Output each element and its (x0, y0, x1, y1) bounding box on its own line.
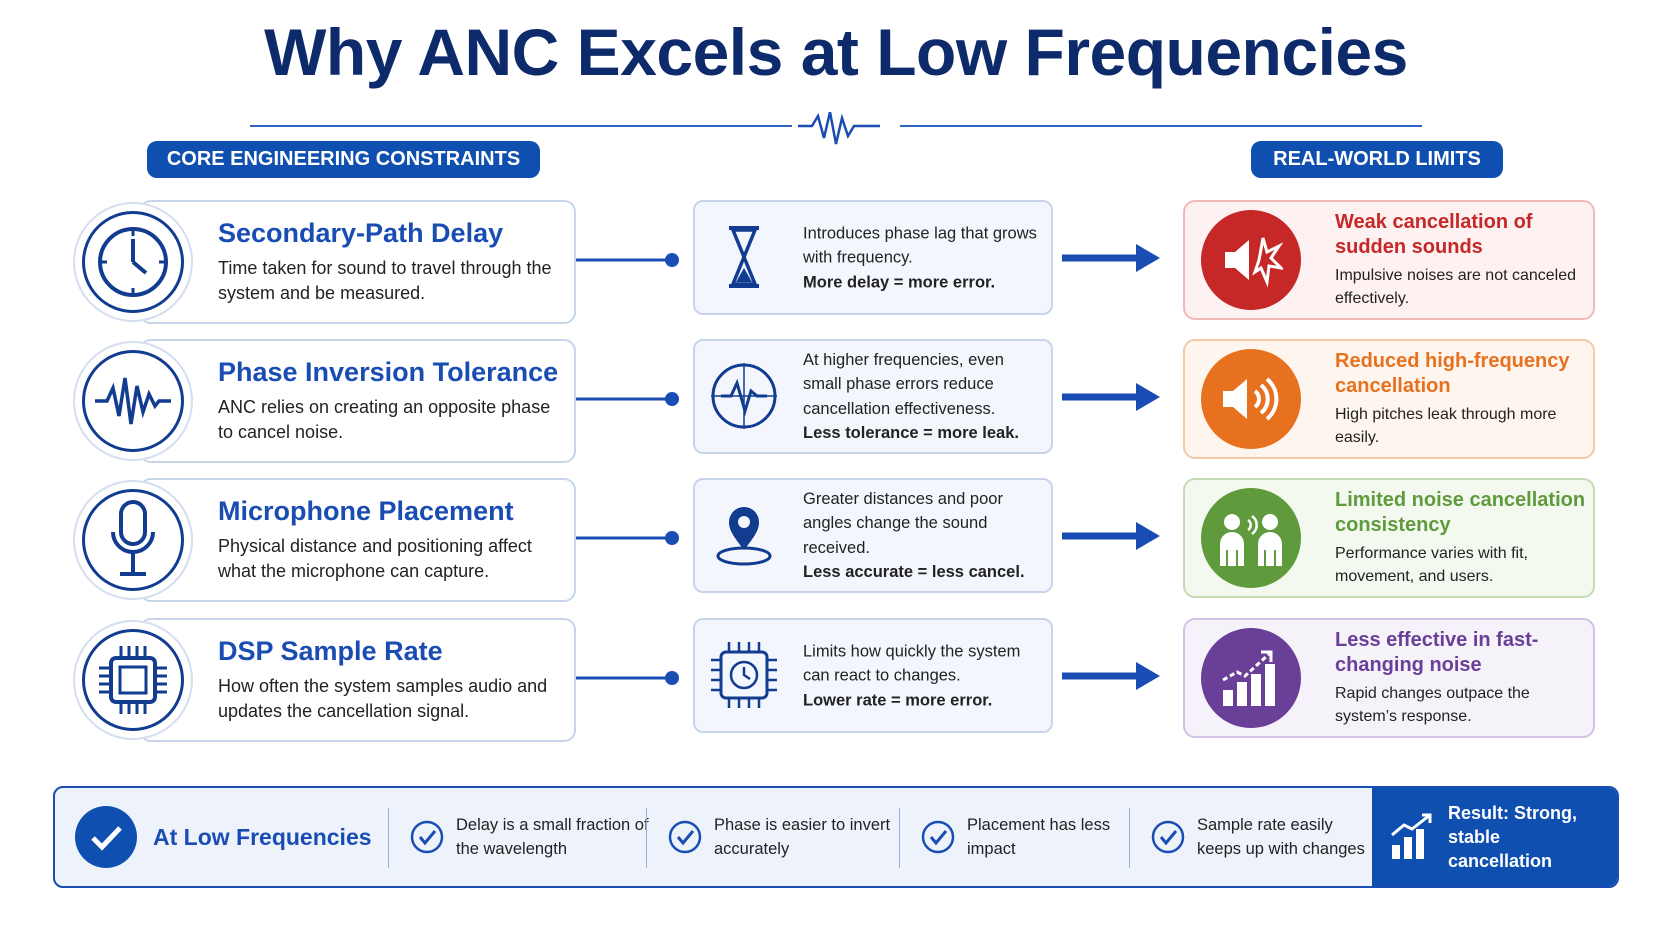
effect-text: Greater distances and poor angles change… (803, 489, 1003, 557)
limit-card: Less effective in fast-changing noise Rap… (1183, 618, 1595, 738)
constraint-description: Physical distance and positioning affect… (218, 536, 532, 581)
effect-text: Limits how quickly the system can react … (803, 641, 1021, 685)
check-icon (921, 820, 955, 854)
constraint-title: DSP Sample Rate (218, 636, 443, 666)
footer: At Low Frequencies Delay is a small frac… (53, 786, 1619, 888)
limit-icon (1201, 628, 1301, 728)
limit-description: Rapid changes outpace the system’s respo… (1335, 685, 1530, 725)
check-icon (668, 820, 702, 854)
effect-text: At higher frequencies, even small phase … (803, 350, 1004, 418)
separator (646, 808, 647, 868)
constraint-description: How often the system samples audio and u… (218, 676, 548, 721)
effect-card: Introduces phase lag that grows with fre… (693, 200, 1053, 315)
constraint-icon (73, 202, 193, 322)
effect-emphasis: Less accurate = less cancel. (803, 563, 1025, 581)
limit-card: Limited noise cancellation consistency Pe… (1183, 478, 1595, 598)
footer-item-text: Placement has less impact (967, 816, 1111, 858)
effect-icon (709, 361, 779, 436)
footer-item: Delay is a small fraction of the wavelen… (410, 788, 661, 886)
arrow (1062, 383, 1160, 411)
footer-item: Sample rate easily keeps up with changes (1151, 788, 1377, 886)
separator (1129, 808, 1130, 868)
footer-item: Placement has less impact (921, 788, 1142, 886)
separator (899, 808, 900, 868)
footer-item-text: Sample rate easily keeps up with changes (1197, 816, 1365, 858)
constraint-card: DSP Sample Rate How often the system sam… (139, 618, 576, 742)
limit-title: Weak cancellation of sudden sounds (1335, 211, 1533, 258)
constraint-icon (73, 341, 193, 461)
check-icon (1151, 820, 1185, 854)
result-block: Result: Strong, stable cancellation (1372, 788, 1617, 886)
limit-icon (1201, 349, 1301, 449)
separator (388, 808, 389, 868)
left-header: CORE ENGINEERING CONSTRAINTS (147, 141, 540, 178)
footer-label: At Low Frequencies (153, 824, 372, 850)
effect-card: At higher frequencies, even small phase … (693, 339, 1053, 454)
effect-icon (709, 222, 779, 297)
arrow (1062, 244, 1160, 272)
arrow (1062, 662, 1160, 690)
constraint-card: Secondary-Path Delay Time taken for soun… (139, 200, 576, 324)
footer-item-text: Phase is easier to invert accurately (714, 816, 891, 858)
result-text: Result: Strong, stable cancellation (1448, 803, 1577, 871)
limit-icon (1201, 210, 1301, 310)
limit-description: High pitches leak through more easily. (1335, 406, 1557, 446)
right-header: REAL-WORLD LIMITS (1251, 141, 1503, 178)
title: Why ANC Excels at Low Frequencies (264, 15, 1408, 89)
footer-item: Phase is easier to invert accurately (668, 788, 904, 886)
constraint-icon (73, 620, 193, 740)
limit-title: Less effective in fast-changing noise (1335, 629, 1539, 676)
connector (576, 253, 679, 267)
connector (576, 392, 679, 406)
effect-text: Introduces phase lag that grows with fre… (803, 223, 1037, 267)
arrow (1062, 522, 1160, 550)
footer-label-block: At Low Frequencies (75, 788, 372, 886)
limit-description: Impulsive noises are not canceled effect… (1335, 267, 1577, 307)
effect-emphasis: More delay = more error. (803, 272, 996, 291)
constraint-title: Secondary-Path Delay (218, 218, 504, 248)
constraint-card: Phase Inversion Tolerance ANC relies on … (139, 339, 576, 463)
effect-card: Limits how quickly the system can react … (693, 618, 1053, 733)
effect-card: Greater distances and poor angles change… (693, 478, 1053, 593)
limit-title: Reduced high-frequency cancellation (1335, 350, 1570, 397)
effect-emphasis: Lower rate = more error. (803, 690, 993, 709)
limit-title: Limited noise cancellation consistency (1335, 489, 1586, 536)
constraint-icon (73, 480, 193, 600)
limit-icon (1201, 488, 1301, 588)
footer-item-text: Delay is a small fraction of the wavelen… (456, 816, 649, 858)
title-divider (250, 112, 1422, 145)
check-icon (75, 806, 137, 868)
limit-card: Weak cancellation of sudden sounds Impuls… (1183, 200, 1595, 320)
connector (576, 531, 679, 545)
chart-icon (1391, 813, 1432, 859)
constraint-title: Microphone Placement (218, 496, 514, 526)
effect-icon (709, 640, 779, 715)
limit-card: Reduced high-frequency cancellation High … (1183, 339, 1595, 459)
effect-icon (709, 500, 779, 575)
connector (576, 671, 679, 685)
effect-emphasis: Less tolerance = more leak. (803, 424, 1019, 442)
check-icon (410, 820, 444, 854)
constraint-description: ANC relies on creating an opposite phase… (218, 397, 551, 442)
constraint-card: Microphone Placement Physical distance a… (139, 478, 576, 602)
constraint-title: Phase Inversion Tolerance (218, 357, 559, 387)
constraint-description: Time taken for sound to travel through t… (218, 258, 552, 303)
limit-description: Performance varies with fit, movement, a… (1335, 545, 1528, 585)
